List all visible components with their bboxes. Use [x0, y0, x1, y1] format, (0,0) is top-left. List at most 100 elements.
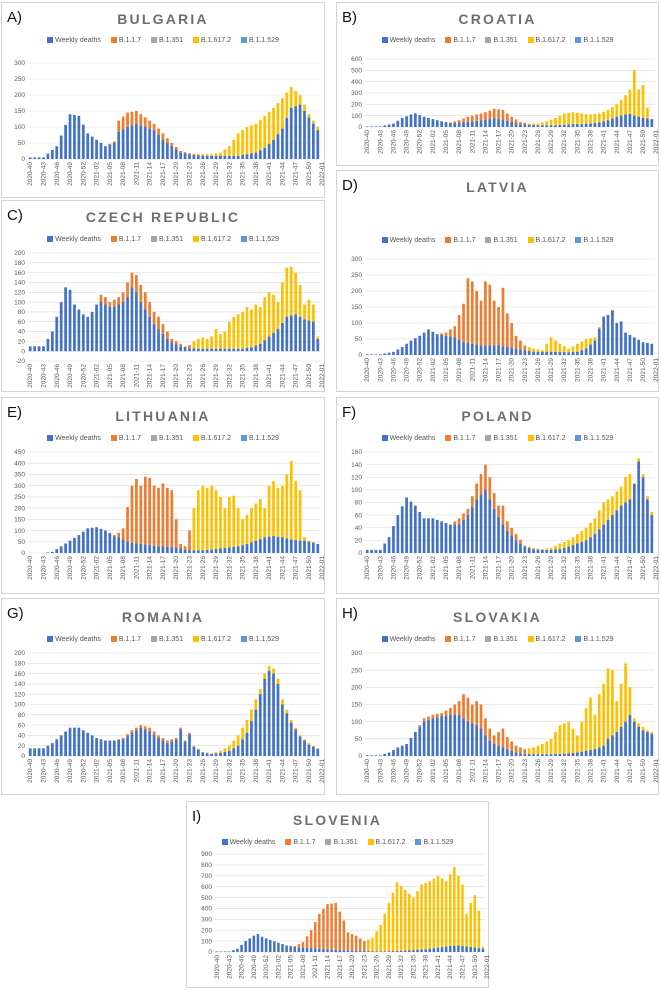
bar-weekly-deaths: [479, 345, 483, 355]
bar-weekly-deaths: [201, 550, 205, 553]
bar-weekly-deaths: [130, 125, 134, 159]
bar-b16172: [236, 735, 240, 746]
bar-weekly-deaths: [571, 352, 575, 355]
x-tick-label: 2021-17: [160, 759, 167, 783]
bar-weekly-deaths: [477, 948, 481, 952]
legend-weekly-deaths: Weekly deaths: [381, 237, 435, 244]
bar-weekly-deaths: [475, 725, 479, 756]
bar-weekly-deaths: [365, 549, 369, 553]
bar-weekly-deaths: [188, 348, 191, 352]
y-tick-label: 150: [14, 108, 25, 115]
bar-weekly-deaths: [215, 951, 219, 952]
bar-b117: [289, 945, 292, 947]
bar-weekly-deaths: [387, 124, 391, 127]
bar-weekly-deaths: [170, 146, 174, 159]
bar-weekly-deaths: [161, 740, 165, 756]
x-tick-label: 2021-38: [253, 364, 260, 388]
bar-weekly-deaths: [55, 316, 59, 352]
x-tick-label: 2021-02: [430, 556, 437, 580]
bar-weekly-deaths: [405, 743, 408, 756]
bar-weekly-deaths: [615, 510, 619, 553]
bar-b16172: [469, 903, 472, 948]
x-tick-label: 2020-49: [67, 759, 74, 783]
bar-b16172: [285, 92, 289, 119]
bar-weekly-deaths: [196, 550, 200, 553]
bar-b117: [523, 345, 527, 351]
bar-b16172: [532, 547, 535, 550]
legend-label: Weekly deaths: [389, 435, 436, 442]
bar-weekly-deaths: [646, 731, 649, 756]
y-tick-label: 400: [351, 79, 362, 86]
bar-b16172: [316, 748, 320, 749]
x-tick-label: 2021-47: [627, 130, 634, 154]
bar-weekly-deaths: [580, 751, 584, 756]
bar-weekly-deaths: [104, 530, 107, 553]
bar-b16172: [258, 499, 262, 539]
bar-b117: [161, 737, 165, 741]
bar-weekly-deaths: [64, 124, 67, 159]
bar-b117: [104, 297, 107, 305]
bar-b16172: [602, 111, 606, 122]
legend-label: B.1.1.529: [423, 839, 454, 846]
bar-weekly-deaths: [263, 678, 267, 756]
bar-b16172: [223, 149, 227, 156]
x-tick-label: 2021-14: [147, 556, 154, 580]
bar-weekly-deaths: [77, 535, 81, 553]
legend-b1351: B.1.351: [485, 237, 518, 244]
bar-weekly-deaths: [281, 537, 284, 553]
bar-b117: [492, 108, 496, 119]
bar-weekly-deaths: [205, 155, 209, 159]
bar-weekly-deaths: [593, 749, 597, 756]
bar-weekly-deaths: [435, 120, 439, 127]
bar-weekly-deaths: [615, 323, 619, 355]
bar-b16172: [227, 496, 231, 548]
bar-weekly-deaths: [143, 309, 147, 352]
panel-latvia: D) LATVIA Weekly deaths B.1.1.7 B.1.351 …: [336, 170, 660, 392]
bar-weekly-deaths: [492, 508, 496, 553]
bar-weekly-deaths: [303, 540, 306, 553]
legend-b11529: B.1.1.529: [240, 636, 279, 643]
y-tick-label: 100: [14, 528, 25, 535]
bar-weekly-deaths: [558, 351, 562, 355]
x-tick-label: 2021-02: [94, 759, 101, 783]
bar-weekly-deaths: [440, 335, 443, 355]
bar-b16172: [589, 338, 592, 345]
bar-weekly-deaths: [121, 302, 125, 352]
x-tick-label: 2021-17: [496, 759, 503, 783]
bar-weekly-deaths: [427, 329, 430, 355]
bar-b117: [488, 284, 492, 346]
bar-weekly-deaths: [46, 552, 50, 553]
bar-weekly-deaths: [42, 748, 45, 756]
bar-b16172: [383, 913, 387, 952]
bar-weekly-deaths: [597, 529, 601, 553]
chart-plot: 0 50 100 150 200 250 300 350 400 450 2020-40 2020-4…: [14, 449, 326, 580]
bar-weekly-deaths: [392, 351, 395, 355]
bar-weekly-deaths: [330, 949, 333, 952]
x-tick-label: 2020-49: [67, 364, 74, 388]
chart-legend: Weekly deaths B.1.1.7 B.1.351 B.1.617.2 …: [2, 435, 324, 442]
bar-weekly-deaths: [232, 546, 236, 553]
x-tick-label: 2022-01: [653, 759, 660, 783]
bar-b16172: [196, 748, 200, 750]
bar-weekly-deaths: [135, 123, 138, 159]
bar-weekly-deaths: [104, 740, 107, 756]
bar-b16172: [562, 346, 566, 353]
bar-weekly-deaths: [466, 515, 470, 553]
bar-weekly-deaths: [179, 548, 183, 553]
x-tick-label: 2021-23: [522, 556, 529, 580]
bar-weekly-deaths: [285, 316, 289, 352]
bar-weekly-deaths: [267, 671, 271, 756]
bar-b16172: [201, 154, 205, 156]
bar-weekly-deaths: [130, 287, 134, 352]
bar-weekly-deaths: [475, 120, 479, 127]
x-tick-label: 2021-08: [456, 358, 463, 382]
bar-weekly-deaths: [418, 726, 422, 756]
y-tick-label: 500: [201, 895, 212, 902]
bar-b16172: [232, 740, 236, 749]
y-tick-label: 160: [14, 671, 25, 678]
bar-b16172: [303, 304, 306, 320]
legend-b117: B.1.1.7: [285, 839, 316, 846]
x-tick-label: 2021-32: [226, 162, 233, 186]
x-tick-label: 2021-44: [447, 955, 454, 979]
bar-b117: [497, 731, 500, 746]
